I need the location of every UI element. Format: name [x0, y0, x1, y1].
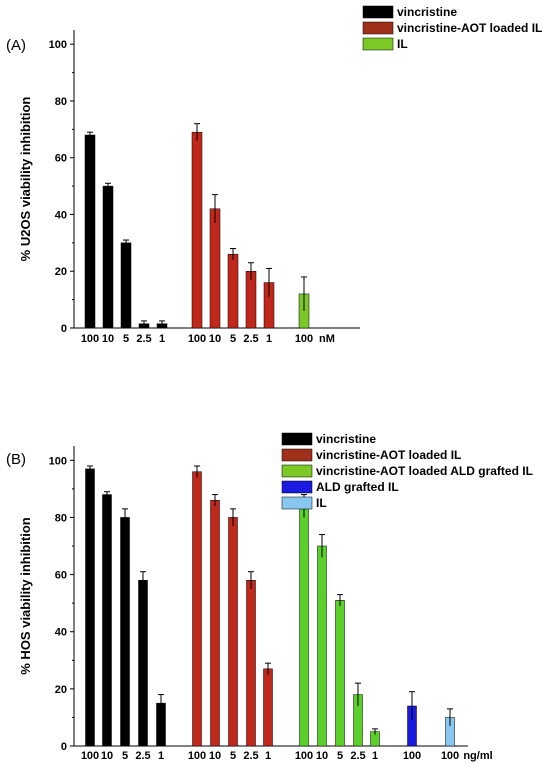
legend-swatch — [362, 37, 394, 51]
x-tick-label: 100 — [441, 750, 459, 762]
x-tick-label: 2.5 — [135, 750, 150, 762]
chart-panel-1: (A) 0 20 40 60 80 100 % U2OS viability inhibiti… — [6, 5, 542, 345]
x-tick-label: 1 — [266, 333, 272, 345]
legend: vincristine vincristine-AOT loaded IL IL — [362, 5, 542, 51]
legend-swatch — [281, 496, 313, 510]
x-tick-label: 100 — [81, 333, 99, 345]
bar — [227, 253, 239, 329]
bar — [85, 468, 95, 747]
legend-swatch — [362, 5, 394, 19]
y-tick-label: 40 — [55, 209, 67, 221]
y-tick-label: 20 — [55, 266, 67, 278]
x-tick-label: 100 — [81, 750, 99, 762]
x-unit-label: ng/ml — [463, 750, 492, 762]
y-tick-label: 20 — [55, 684, 67, 696]
x-tick-label: 100 — [403, 750, 421, 762]
x-tick-label: 1 — [159, 333, 165, 345]
y-tick-label: 100 — [49, 39, 67, 51]
legend-swatch — [281, 432, 313, 446]
x-tick-label: 5 — [123, 333, 129, 345]
bar — [263, 668, 273, 747]
legend-entry: vincristine-AOT loaded ALD grafted IL — [316, 464, 533, 478]
x-unit-label: nM — [319, 333, 335, 345]
x-tick-label: 5 — [230, 750, 236, 762]
x-tick-label: 1 — [265, 750, 271, 762]
y-tick-label: 60 — [55, 570, 67, 582]
y-axis-label: % HOS viability inhibition — [18, 517, 33, 675]
bar — [84, 134, 96, 329]
bar — [192, 471, 202, 747]
x-tick-label: 100 — [188, 750, 206, 762]
x-tick-label: 1 — [372, 750, 378, 762]
x-tick-label: 10 — [316, 750, 328, 762]
bar — [335, 600, 345, 747]
bar — [102, 494, 112, 747]
legend-entry: ALD grafted IL — [316, 480, 399, 494]
bar — [317, 545, 327, 747]
bar — [246, 580, 256, 747]
y-tick-label: 60 — [55, 153, 67, 165]
x-tick-label: 10 — [102, 333, 114, 345]
legend-entry: IL — [316, 496, 327, 510]
x-tick-label: 2.5 — [350, 750, 365, 762]
legend-entry: IL — [397, 37, 408, 51]
bar — [210, 500, 220, 747]
y-tick-label: 100 — [49, 455, 67, 467]
y-tick-label: 80 — [55, 512, 67, 524]
x-tick-label: 5 — [230, 333, 236, 345]
bar — [102, 185, 114, 329]
x-tick-label: 5 — [122, 750, 128, 762]
bar — [228, 517, 238, 747]
x-tick-label: 2.5 — [136, 333, 151, 345]
x-tick-label: 2.5 — [243, 333, 258, 345]
panel-label: (A) — [6, 37, 26, 54]
y-tick-label: 0 — [61, 323, 67, 335]
bar — [191, 131, 203, 329]
legend-entry: vincristine — [316, 432, 376, 446]
legend-entry: vincristine-AOT loaded IL — [316, 448, 461, 462]
x-tick-label: 10 — [209, 333, 221, 345]
x-tick-label: 100 — [295, 750, 313, 762]
bar — [120, 517, 130, 747]
y-tick-label: 80 — [55, 96, 67, 108]
x-tick-label: 10 — [101, 750, 113, 762]
legend-entry: vincristine — [397, 5, 457, 19]
legend-swatch — [281, 480, 313, 494]
bar — [120, 242, 132, 329]
y-tick-label: 0 — [61, 741, 67, 753]
bar — [138, 580, 148, 747]
x-tick-label: 1 — [158, 750, 164, 762]
x-tick-label: 100 — [295, 333, 313, 345]
legend-entry: vincristine-AOT loaded IL — [397, 21, 542, 35]
legend: vincristine vincristine-AOT loaded IL vinc… — [281, 432, 533, 510]
legend-swatch — [362, 21, 394, 35]
x-tick-label: 10 — [209, 750, 221, 762]
panel-label: (B) — [6, 451, 26, 468]
legend-swatch — [281, 448, 313, 462]
y-tick-label: 40 — [55, 627, 67, 639]
chart-panel-2: (B) 0 20 40 60 80 100 % HOS viability inhibitio… — [6, 432, 533, 762]
legend-swatch — [281, 464, 313, 478]
y-axis-label: % U2OS viability inhibition — [18, 97, 33, 262]
x-tick-label: 5 — [337, 750, 343, 762]
bar — [299, 505, 309, 747]
x-tick-label: 100 — [188, 333, 206, 345]
x-tick-label: 2.5 — [243, 750, 258, 762]
bar — [209, 208, 221, 329]
